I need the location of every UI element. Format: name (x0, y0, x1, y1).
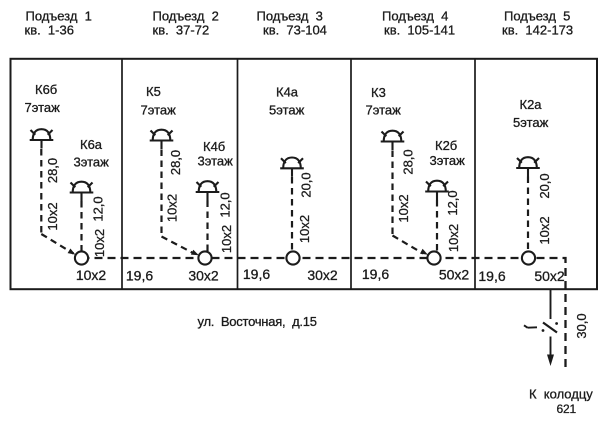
svg-text:19,6: 19,6 (126, 268, 153, 284)
svg-text:3этаж: 3этаж (430, 153, 466, 168)
svg-text:Подъезд 2: Подъезд 2 (153, 9, 219, 24)
svg-text:10х2: 10х2 (446, 224, 461, 252)
svg-text:кв. 105-141: кв. 105-141 (384, 23, 455, 38)
svg-text:28,0: 28,0 (45, 158, 60, 183)
svg-text:3этаж: 3этаж (198, 154, 234, 169)
svg-text:10х2: 10х2 (76, 267, 107, 283)
svg-text:10х2: 10х2 (92, 229, 107, 257)
svg-text:Подъезд 4: Подъезд 4 (382, 9, 448, 24)
svg-text:20,0: 20,0 (537, 173, 552, 198)
svg-text:5этаж: 5этаж (269, 103, 305, 118)
svg-text:К6б: К6б (35, 82, 57, 97)
svg-text:10х2: 10х2 (45, 202, 60, 230)
svg-text:621: 621 (557, 402, 577, 416)
svg-text:20,0: 20,0 (299, 172, 314, 197)
svg-text:К2а: К2а (520, 97, 543, 112)
svg-text:кв. 73-104: кв. 73-104 (263, 23, 327, 38)
svg-text:7этаж: 7этаж (141, 103, 177, 118)
svg-text:К3: К3 (371, 85, 386, 100)
svg-text:К4б: К4б (203, 139, 225, 154)
svg-text:Подъезд 1: Подъезд 1 (26, 9, 92, 24)
svg-text:12,0: 12,0 (218, 192, 233, 217)
svg-text:К4а: К4а (276, 85, 299, 100)
svg-text:12,0: 12,0 (445, 190, 460, 215)
svg-text:К6а: К6а (80, 137, 103, 152)
svg-text:7этаж: 7этаж (366, 103, 402, 118)
svg-text:28,0: 28,0 (401, 149, 416, 174)
svg-text:10х2: 10х2 (297, 215, 312, 243)
svg-text:12,0: 12,0 (91, 196, 106, 221)
svg-text:50х2: 50х2 (534, 268, 565, 284)
svg-text:50х2: 50х2 (439, 267, 470, 283)
svg-text:7этаж: 7этаж (25, 100, 61, 115)
svg-text:10х2: 10х2 (396, 194, 411, 222)
svg-text:19,6: 19,6 (478, 268, 505, 284)
svg-text:3этаж: 3этаж (74, 155, 110, 170)
svg-text:кв. 1-36: кв. 1-36 (25, 23, 74, 38)
svg-text:К2б: К2б (435, 138, 457, 153)
svg-text:Подъезд 5: Подъезд 5 (504, 9, 570, 24)
svg-text:кв. 142-173: кв. 142-173 (502, 23, 573, 38)
svg-text:10х2: 10х2 (165, 194, 180, 222)
svg-text:19,6: 19,6 (243, 266, 270, 282)
svg-text:Подъезд 3: Подъезд 3 (257, 9, 323, 24)
svg-text:30х2: 30х2 (307, 267, 338, 283)
svg-text:кв. 37-72: кв. 37-72 (153, 23, 210, 38)
svg-text:30х2: 30х2 (188, 268, 219, 284)
svg-text:10х2: 10х2 (537, 216, 552, 244)
svg-text:К колодцу: К колодцу (529, 387, 593, 402)
svg-text:5этаж: 5этаж (513, 115, 549, 130)
svg-text:10х2: 10х2 (219, 225, 234, 253)
svg-text:19,6: 19,6 (362, 266, 389, 282)
svg-text:К5: К5 (146, 84, 161, 99)
svg-text:28,0: 28,0 (168, 150, 183, 175)
svg-text:ул. Восточная, д.15: ул. Восточная, д.15 (198, 314, 317, 329)
svg-text:30,0: 30,0 (574, 313, 589, 338)
